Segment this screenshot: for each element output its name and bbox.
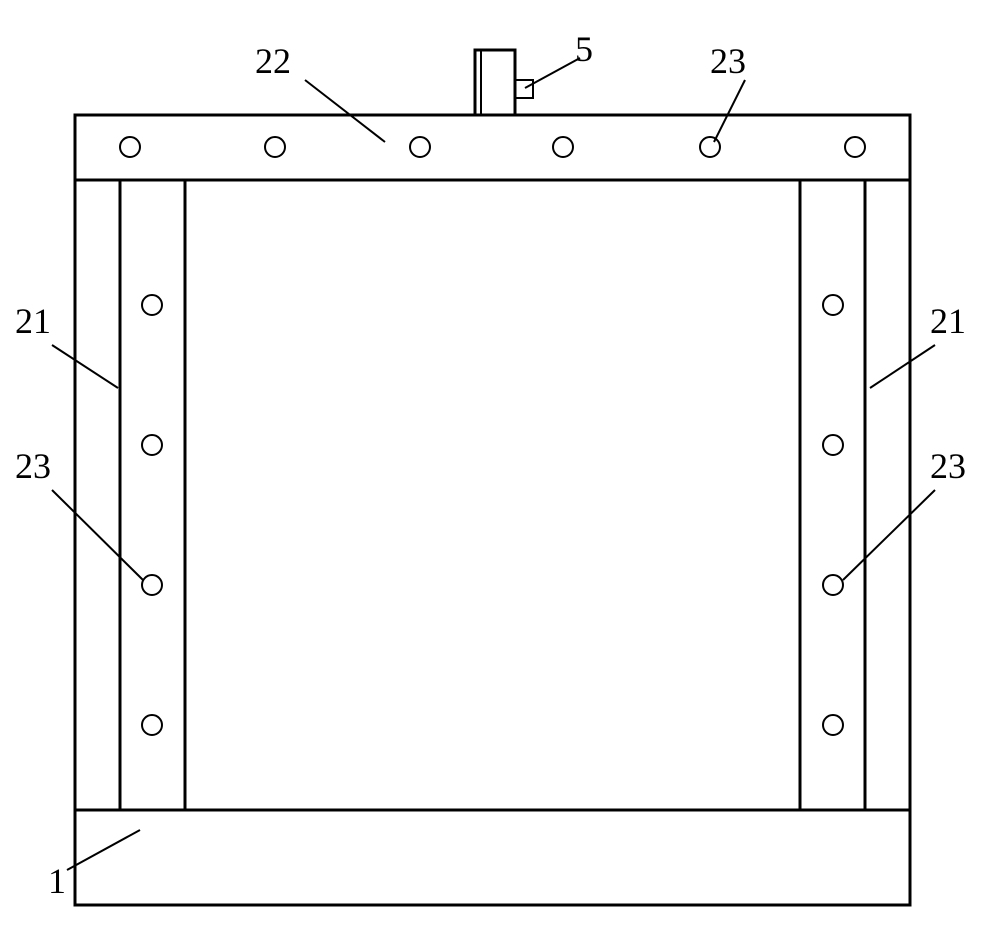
- label-23-right: 23: [930, 445, 966, 487]
- outer-frame: [75, 115, 910, 905]
- top-hole-1: [265, 137, 285, 157]
- left-hole-3: [142, 715, 162, 735]
- left-hole-2: [142, 575, 162, 595]
- top-hole-0: [120, 137, 140, 157]
- label-21-left: 21: [15, 300, 51, 342]
- top-hole-5: [845, 137, 865, 157]
- right-hole-3: [823, 715, 843, 735]
- leader-22: [305, 80, 385, 142]
- label-23-left: 23: [15, 445, 51, 487]
- leader-23-top: [714, 80, 745, 142]
- top-hole-4: [700, 137, 720, 157]
- right-hole-2: [823, 575, 843, 595]
- top-hole-2: [410, 137, 430, 157]
- label-22: 22: [255, 40, 291, 82]
- left-hole-1: [142, 435, 162, 455]
- leader-21-left: [52, 345, 118, 388]
- label-1: 1: [48, 860, 66, 902]
- top-device-tab: [515, 80, 533, 98]
- leader-1: [67, 830, 140, 870]
- right-hole-1: [823, 435, 843, 455]
- top-hole-3: [553, 137, 573, 157]
- leader-23-right: [843, 490, 935, 580]
- leader-21-right: [870, 345, 935, 388]
- leader-23-left: [52, 490, 143, 580]
- leader-5: [525, 58, 580, 88]
- label-5: 5: [575, 28, 593, 70]
- label-23-top: 23: [710, 40, 746, 82]
- label-21-right: 21: [930, 300, 966, 342]
- technical-diagram: [0, 0, 988, 931]
- right-hole-0: [823, 295, 843, 315]
- left-hole-0: [142, 295, 162, 315]
